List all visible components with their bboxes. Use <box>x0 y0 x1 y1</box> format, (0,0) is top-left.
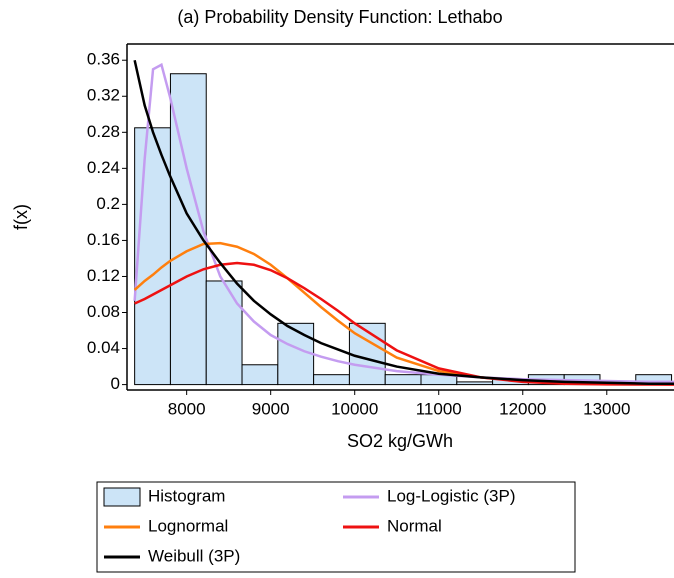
legend-label: Normal <box>387 516 442 535</box>
x-tick-label: 13000 <box>583 399 630 418</box>
legend-label: Weibull (3P) <box>148 546 240 565</box>
legend-label: Lognormal <box>148 516 228 535</box>
y-tick-label: 0.12 <box>87 266 120 285</box>
x-tick-label: 10000 <box>331 399 378 418</box>
y-tick-label: 0.08 <box>87 302 120 321</box>
x-tick-label: 9000 <box>252 399 290 418</box>
x-tick-label: 8000 <box>168 399 206 418</box>
fit-curve <box>134 261 674 386</box>
x-tick-label: 11000 <box>416 399 462 418</box>
histogram-bar <box>313 374 350 386</box>
y-tick-label: 0.24 <box>87 158 120 177</box>
histogram-bar <box>205 280 243 386</box>
y-tick-label: 0.04 <box>87 338 120 357</box>
plot-area <box>133 59 674 386</box>
y-tick-label: 0.2 <box>96 194 120 213</box>
y-tick-label: 0 <box>111 374 120 393</box>
legend-label: Histogram <box>148 486 225 505</box>
histogram-bar <box>277 322 315 386</box>
histogram-bar <box>384 374 422 386</box>
y-tick-label: 0.32 <box>87 86 120 105</box>
y-axis-label: f(x) <box>11 204 31 230</box>
chart-title: (a) Probability Density Function: Lethab… <box>177 7 502 27</box>
y-tick-label: 0.16 <box>87 230 120 249</box>
legend-swatch <box>103 487 141 507</box>
fit-curve <box>133 59 674 385</box>
y-tick-label: 0.36 <box>87 50 120 69</box>
histogram-bar <box>241 364 279 386</box>
histogram-bar <box>456 381 494 386</box>
legend-label: Log-Logistic (3P) <box>387 486 516 505</box>
x-tick-label: 12000 <box>499 399 546 418</box>
y-tick-label: 0.28 <box>87 122 120 141</box>
legend-box <box>96 481 576 573</box>
x-axis-label: SO2 kg/GWh <box>347 431 453 451</box>
